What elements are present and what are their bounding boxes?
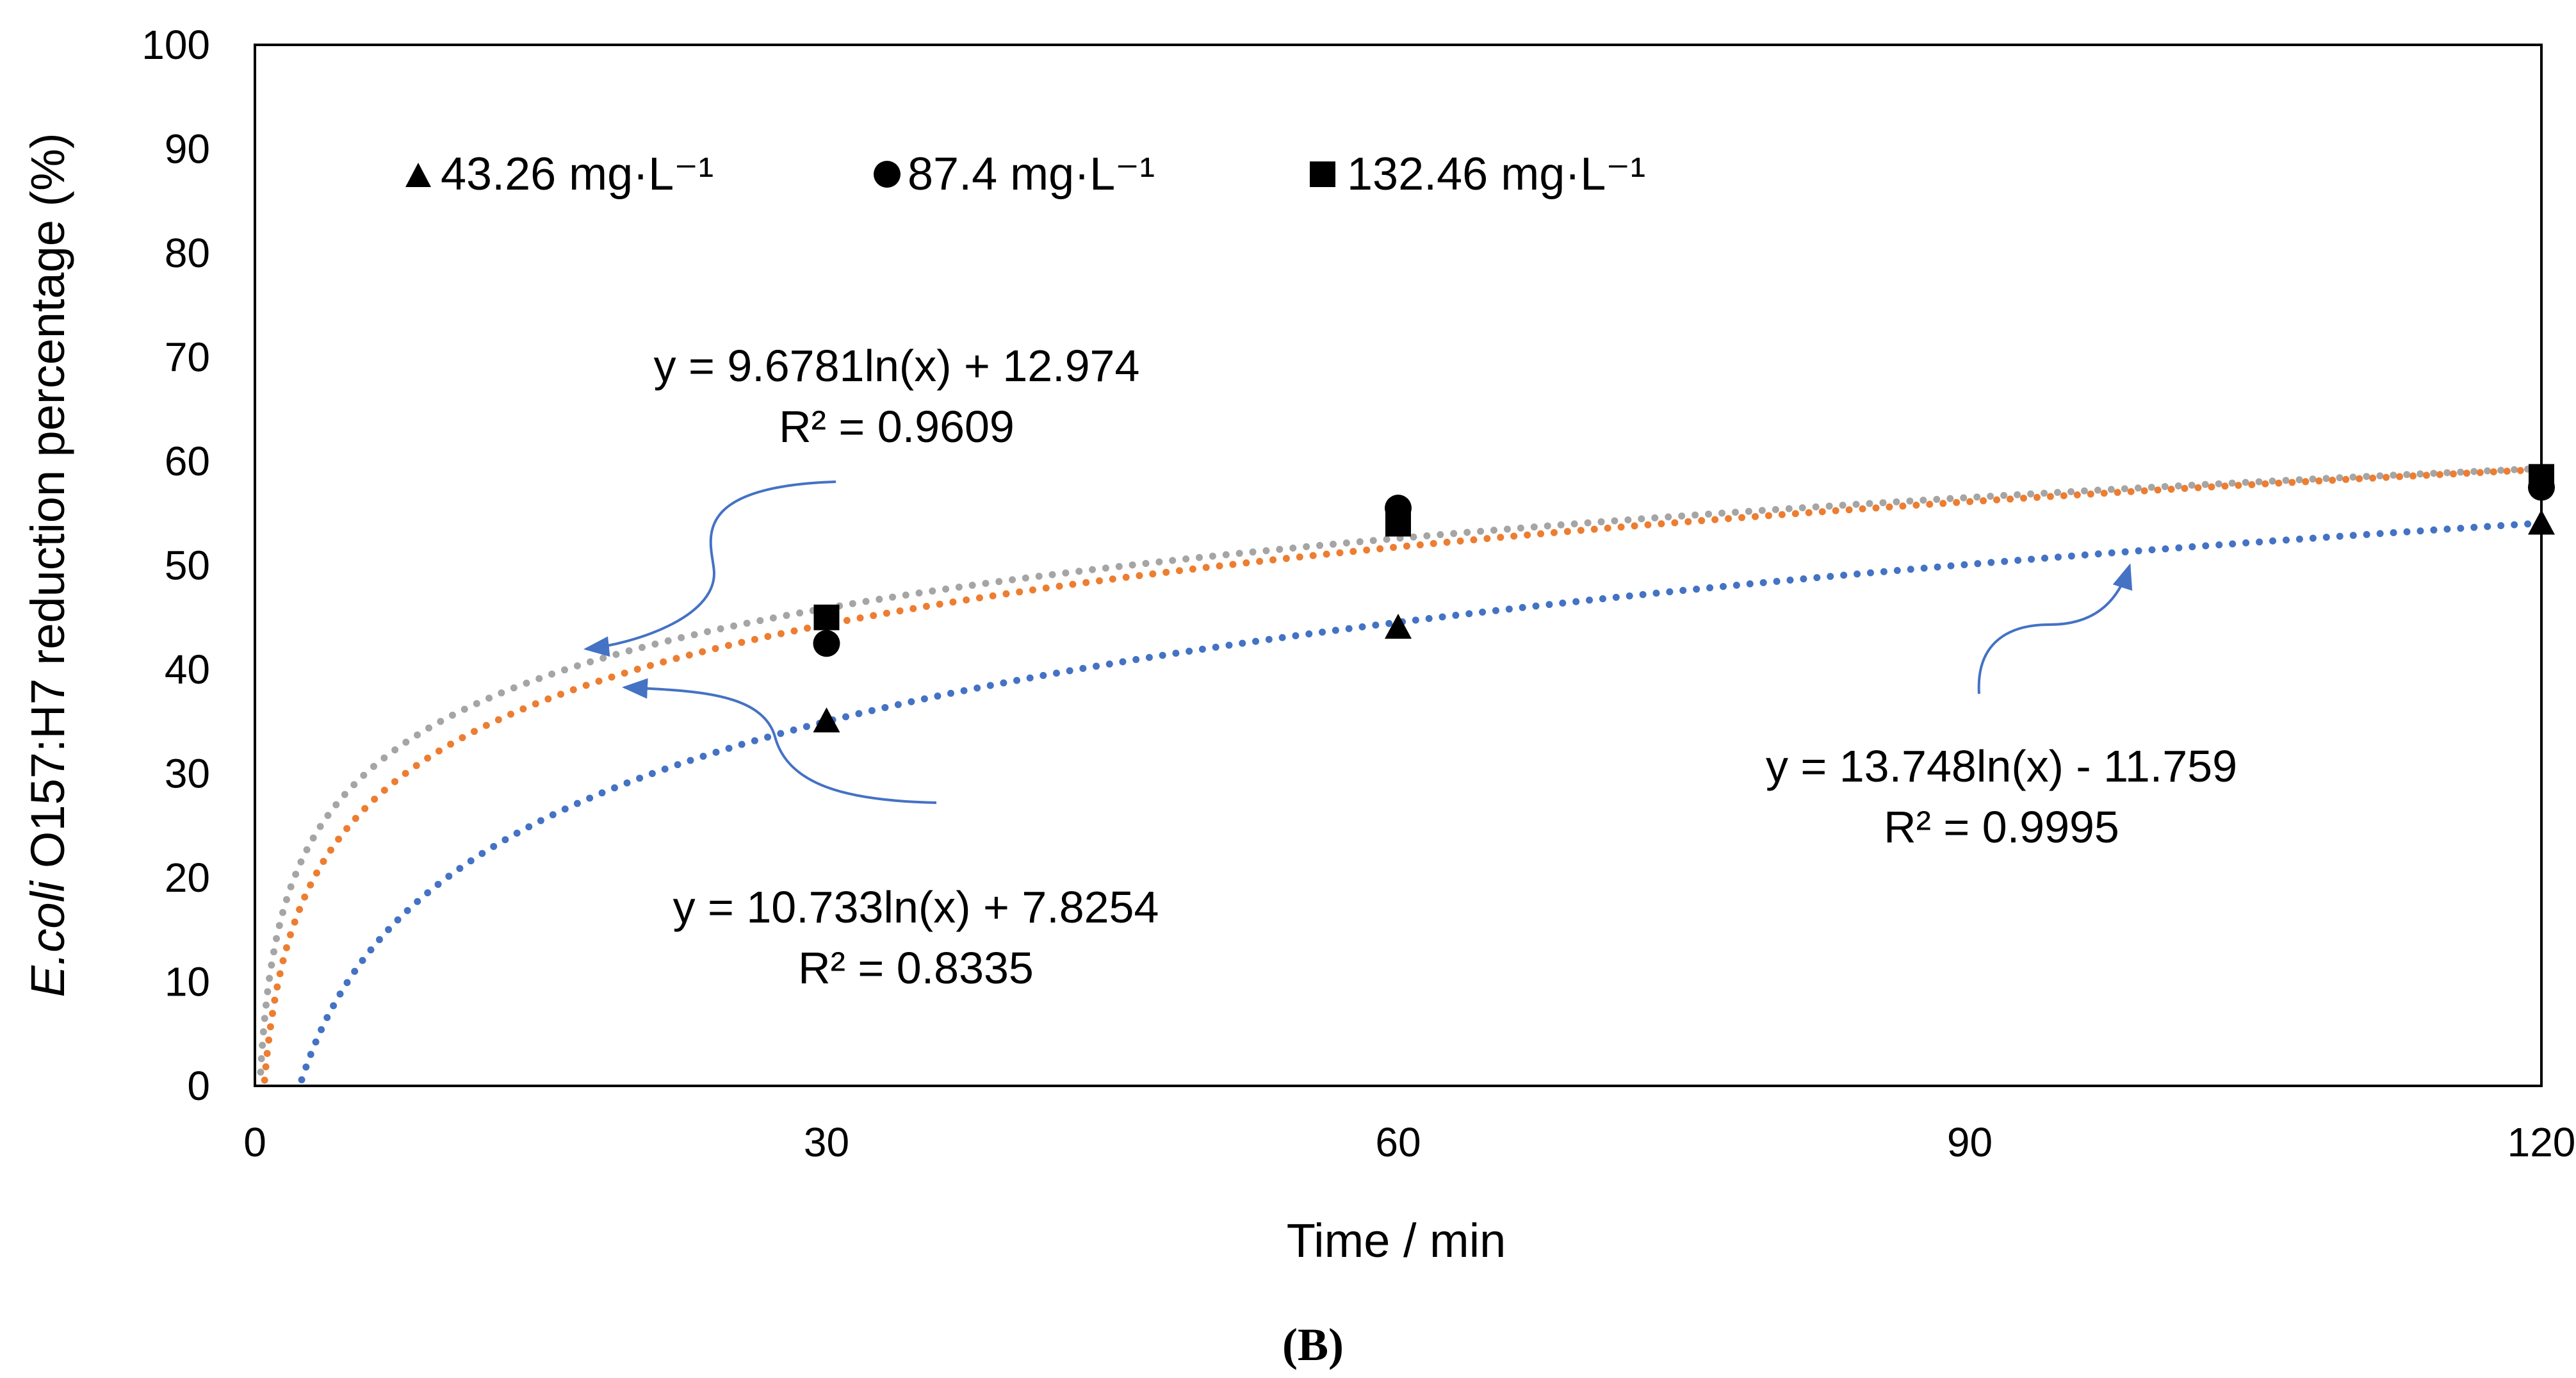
r-squared-label: R² = 0.9995 — [1884, 802, 2119, 852]
equation-label: y = 13.748ln(x) - 11.759 — [1766, 741, 2237, 791]
y-tick-labels: 0 10 20 30 40 50 60 70 80 90 100 — [142, 22, 210, 1109]
square-marker-icon — [1310, 161, 1335, 187]
x-axis-title: Time / min — [1287, 1214, 1506, 1267]
x-tick-label: 30 — [804, 1119, 849, 1165]
y-tick-label: 50 — [165, 543, 210, 589]
trendline-blue — [296, 520, 2541, 1086]
y-tick-label: 0 — [187, 1063, 210, 1109]
trendline-gray — [257, 464, 2541, 1076]
circle-marker — [813, 630, 840, 657]
panel-label: (B) — [1282, 1319, 1344, 1370]
x-tick-label: 0 — [243, 1119, 266, 1165]
legend-label-43-26: 43.26 mg·L⁻¹ — [441, 149, 713, 200]
data-markers — [813, 464, 2555, 733]
legend-label-132-46: 132.46 mg·L⁻¹ — [1347, 149, 1645, 200]
y-tick-label: 40 — [165, 646, 210, 693]
callout-arrow-blue — [1977, 563, 2133, 694]
square-marker — [1385, 511, 1411, 537]
callout-arrow-gray — [583, 480, 836, 657]
square-marker — [813, 604, 840, 630]
square-marker — [2529, 464, 2554, 490]
callout-arrow-orange — [622, 678, 937, 804]
triangle-marker — [1385, 614, 1412, 639]
y-tick-label: 30 — [165, 751, 210, 797]
y-tick-label: 90 — [165, 126, 210, 172]
y-tick-label: 20 — [165, 855, 210, 901]
x-tick-label: 120 — [2507, 1119, 2576, 1165]
plot-area — [254, 44, 2543, 1087]
legend-item-square: 132.46 mg·L⁻¹ — [1310, 149, 1645, 200]
legend: 43.26 mg·L⁻¹ 87.4 mg·L⁻¹ 132.46 mg·L⁻¹ — [405, 149, 1645, 200]
y-axis-title: E.coli O157:H7 reduction percentage (%) — [21, 133, 74, 997]
equation-label: y = 10.733ln(x) + 7.8254 — [673, 882, 1159, 932]
annotation-orange-trend: y = 10.733ln(x) + 7.8254 R² = 0.8335 — [673, 882, 1159, 993]
triangle-marker — [2528, 509, 2555, 535]
annotation-gray-trend: y = 9.6781ln(x) + 12.974 R² = 0.9609 — [654, 341, 1140, 452]
trendlines — [257, 464, 2541, 1086]
x-tick-label: 90 — [1947, 1119, 1993, 1165]
legend-item-circle: 87.4 mg·L⁻¹ — [874, 149, 1155, 200]
legend-label-87-4: 87.4 mg·L⁻¹ — [908, 149, 1155, 200]
r-squared-label: R² = 0.9609 — [779, 402, 1015, 452]
equation-label: y = 9.6781ln(x) + 12.974 — [654, 341, 1140, 391]
annotation-blue-trend: y = 13.748ln(x) - 11.759 R² = 0.9995 — [1766, 741, 2237, 852]
x-tick-labels: 0 30 60 90 120 — [243, 1119, 2575, 1165]
trendline-orange — [260, 466, 2541, 1086]
y-tick-label: 10 — [165, 959, 210, 1005]
x-tick-label: 60 — [1375, 1119, 1421, 1165]
y-tick-label: 60 — [165, 438, 210, 484]
y-tick-label: 70 — [165, 334, 210, 381]
y-tick-label: 100 — [142, 22, 210, 68]
r-squared-label: R² = 0.8335 — [798, 943, 1034, 993]
y-tick-label: 80 — [165, 230, 210, 276]
circle-marker-icon — [874, 161, 901, 188]
triangle-marker — [813, 707, 840, 733]
legend-item-triangle: 43.26 mg·L⁻¹ — [405, 149, 713, 200]
triangle-marker-icon — [405, 163, 431, 187]
